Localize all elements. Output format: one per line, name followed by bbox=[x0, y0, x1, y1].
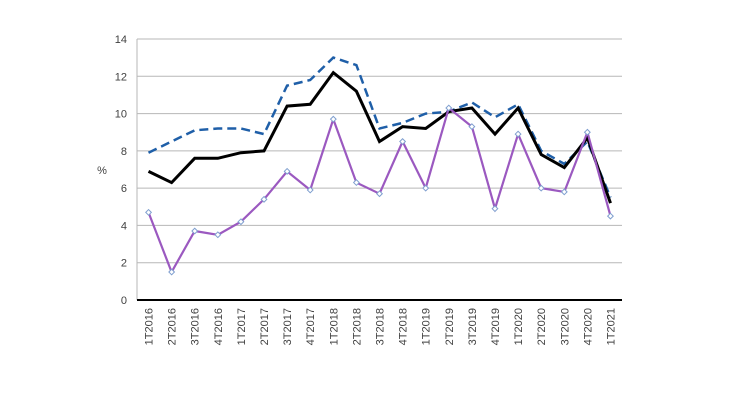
x-axis bbox=[136, 39, 622, 301]
x-tick-label: 2T2017 bbox=[259, 308, 271, 345]
data-point-marker bbox=[445, 104, 453, 112]
data-point-marker bbox=[329, 115, 337, 123]
x-tick-label: 1T2016 bbox=[144, 308, 156, 345]
x-tick-label: 2T2020 bbox=[536, 308, 548, 345]
x-tick-label: 3T2019 bbox=[467, 308, 479, 345]
x-tick-label: 4T2019 bbox=[490, 308, 502, 345]
x-tick-label: 3T2020 bbox=[559, 308, 571, 345]
y-tick-label: 14 bbox=[115, 34, 127, 46]
x-tick-label: 2T2018 bbox=[351, 308, 363, 345]
series-line-1 bbox=[147, 56, 612, 198]
data-point-marker bbox=[283, 167, 291, 175]
x-tick-label: 4T2018 bbox=[398, 308, 410, 345]
x-tick-label: 3T2017 bbox=[282, 308, 294, 345]
y-tick-label: 0 bbox=[121, 295, 127, 307]
x-tick-label: 1T2019 bbox=[421, 308, 433, 345]
data-point-marker bbox=[306, 186, 314, 194]
data-point-marker bbox=[168, 268, 176, 276]
data-point-marker bbox=[537, 184, 545, 192]
x-tick-label: 4T2020 bbox=[582, 308, 594, 345]
data-point-marker bbox=[491, 205, 499, 213]
data-point-marker bbox=[214, 231, 222, 239]
data-point-marker bbox=[191, 227, 199, 235]
data-point-marker bbox=[583, 128, 591, 136]
x-tick-label: 4T2017 bbox=[305, 308, 317, 345]
x-tick-label: 3T2018 bbox=[375, 308, 387, 345]
y-tick-label: 8 bbox=[121, 146, 127, 158]
data-point-marker bbox=[352, 179, 360, 187]
x-tick-label: 2T2019 bbox=[444, 308, 456, 345]
x-tick-label: 1T2020 bbox=[513, 308, 525, 345]
data-point-marker bbox=[514, 130, 522, 138]
data-point-marker bbox=[560, 188, 568, 196]
x-tick-label: 1T2018 bbox=[328, 308, 340, 345]
x-tick-label: 1T2021 bbox=[605, 308, 617, 345]
data-point-marker bbox=[468, 123, 476, 131]
chart-series bbox=[145, 56, 614, 276]
y-tick-label: 4 bbox=[121, 220, 127, 232]
y-tick-label: 2 bbox=[121, 258, 127, 270]
x-tick-label: 1T2017 bbox=[236, 308, 248, 345]
series-line-2 bbox=[147, 70, 612, 204]
data-point-marker bbox=[375, 190, 384, 198]
data-point-marker bbox=[260, 195, 268, 203]
y-tick-label: 10 bbox=[115, 109, 127, 121]
grid-lines bbox=[137, 38, 622, 264]
x-tick-label: 3T2016 bbox=[190, 308, 202, 345]
y-tick-label: 6 bbox=[121, 183, 127, 195]
y-tick-label: 12 bbox=[115, 71, 127, 83]
x-axis-tick-labels: 1T2016 2T2016 3T2016 4T2016 1T2017 2T2017 3T20… bbox=[144, 308, 618, 345]
data-point-marker bbox=[606, 212, 614, 220]
data-point-marker bbox=[399, 138, 407, 146]
data-point-marker bbox=[422, 184, 430, 192]
x-tick-label: 2T2016 bbox=[167, 308, 179, 345]
y-axis-tick-labels: 0 2 4 6 8 10 12 14 bbox=[115, 34, 127, 307]
data-point-marker bbox=[237, 218, 245, 226]
x-tick-label: 4T2016 bbox=[213, 308, 225, 345]
y-axis-label: % bbox=[97, 165, 107, 177]
data-point-marker bbox=[145, 208, 153, 216]
